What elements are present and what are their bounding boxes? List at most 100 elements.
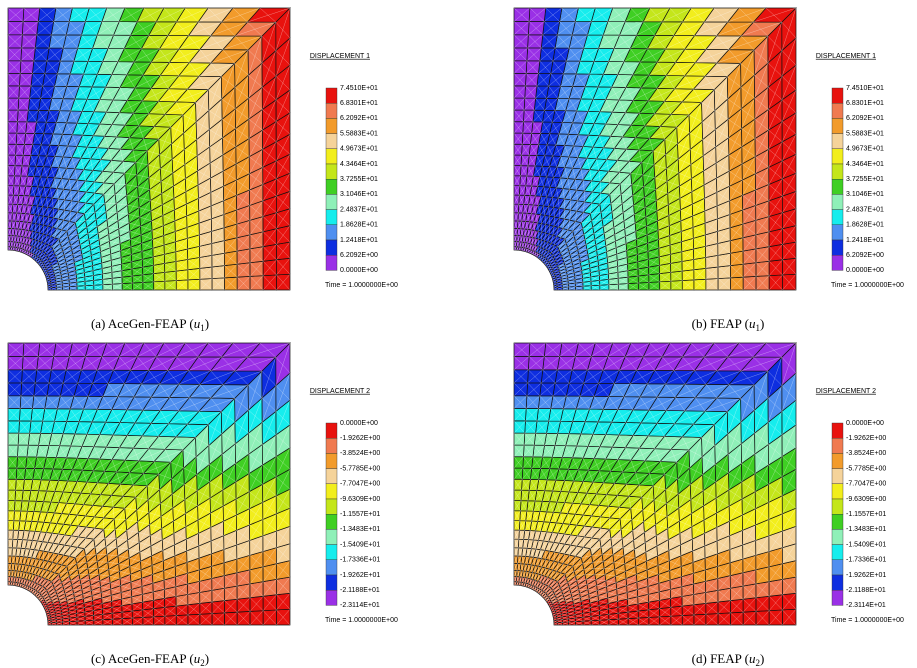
legend-label: 1.8628E+01 xyxy=(846,222,884,229)
legend-label: -1.9262E+00 xyxy=(846,435,886,442)
legend-label: 6.8301E+01 xyxy=(846,100,884,107)
legend-label: -1.9262E+01 xyxy=(846,572,886,579)
legend-label: -5.7785E+00 xyxy=(340,465,380,472)
legend-label: 6.2092E+00 xyxy=(340,252,378,259)
legend-swatch xyxy=(325,178,338,195)
legend-swatch xyxy=(325,438,338,454)
legend-swatch xyxy=(325,498,338,515)
legend-swatch xyxy=(831,453,844,469)
legend-swatch xyxy=(831,118,844,134)
legend-label: 4.9673E+01 xyxy=(846,146,884,153)
legend-label: 6.2092E+00 xyxy=(846,252,884,259)
legend-swatch xyxy=(325,87,338,104)
legend-label: 7.4510E+01 xyxy=(846,85,884,92)
legend-swatch xyxy=(831,87,844,104)
legend-swatch xyxy=(831,468,844,485)
legend-swatch xyxy=(831,209,844,226)
legend-swatch xyxy=(325,209,338,226)
caption-part: 1 xyxy=(200,323,205,333)
legend-swatch xyxy=(325,483,338,500)
legend-swatch xyxy=(325,544,338,560)
caption-part: u xyxy=(194,316,201,331)
legend-label: -7.7047E+00 xyxy=(340,481,380,488)
legend-swatch xyxy=(831,544,844,560)
legend-label: 2.4837E+01 xyxy=(340,206,378,213)
legend-swatch xyxy=(325,239,338,256)
mesh xyxy=(513,342,797,626)
mesh xyxy=(513,7,797,291)
legend-swatch xyxy=(325,118,338,134)
legend-label: -1.1557E+01 xyxy=(340,511,380,518)
legend-label: 6.8301E+01 xyxy=(340,100,378,107)
legend-label: -1.3483E+01 xyxy=(340,526,380,533)
caption-part: ) xyxy=(205,316,209,331)
legend-label: 5.5883E+01 xyxy=(846,130,884,137)
legend-swatch xyxy=(325,148,338,165)
time-label: Time = 1.0000000E+00 xyxy=(325,617,398,624)
mesh xyxy=(7,7,291,291)
legend-label: -9.6309E+00 xyxy=(340,496,380,503)
legend-swatch xyxy=(325,422,338,439)
legend-swatch xyxy=(325,224,338,241)
legend-label: -1.1557E+01 xyxy=(846,511,886,518)
legend-label: 3.1046E+01 xyxy=(846,191,884,198)
legend-swatch xyxy=(831,483,844,500)
legend-swatch xyxy=(325,102,338,119)
legend-title: DISPLACEMENT 2 xyxy=(816,388,876,395)
legend-label: 7.4510E+01 xyxy=(340,85,378,92)
legend-label: -3.8524E+00 xyxy=(846,450,886,457)
legend-swatch xyxy=(831,498,844,515)
caption: (a) AceGen-FEAP (u1) xyxy=(91,316,209,333)
legend-swatch xyxy=(831,559,844,576)
panel: DISPLACEMENT 2 0.0000E+00 -1.9262E+00 -3.85… xyxy=(7,342,398,668)
legend-label: -1.5409E+01 xyxy=(846,541,886,548)
panel: DISPLACEMENT 1 7.4510E+01 6.8301E+01 6.2092… xyxy=(7,7,398,333)
legend-swatch xyxy=(831,224,844,241)
legend-swatch xyxy=(831,148,844,165)
legend-label: -9.6309E+00 xyxy=(846,496,886,503)
legend-label: 6.2092E+01 xyxy=(846,115,884,122)
legend-label: 3.7255E+01 xyxy=(340,176,378,183)
legend-title: DISPLACEMENT 2 xyxy=(310,388,370,395)
legend-label: 3.1046E+01 xyxy=(340,191,378,198)
legend-label: -7.7047E+00 xyxy=(846,481,886,488)
legend-swatch xyxy=(325,514,338,530)
legend-label: 4.3464E+01 xyxy=(340,161,378,168)
legend-label: -1.3483E+01 xyxy=(846,526,886,533)
caption: (c) AceGen-FEAP (u2) xyxy=(91,651,209,668)
legend-label: 0.0000E+00 xyxy=(340,267,378,274)
caption-part: (c) AceGen-FEAP ( xyxy=(91,651,194,666)
legend-label: -1.9262E+00 xyxy=(340,435,380,442)
legend-label: 2.4837E+01 xyxy=(846,206,884,213)
legend-swatch xyxy=(831,254,844,271)
time-label: Time = 1.0000000E+00 xyxy=(831,282,904,289)
legend-swatch xyxy=(325,468,338,485)
legend-swatch xyxy=(831,529,844,545)
legend-label: 4.3464E+01 xyxy=(846,161,884,168)
legend-label: 0.0000E+00 xyxy=(340,420,378,427)
legend-swatch xyxy=(325,133,338,150)
panel: DISPLACEMENT 2 0.0000E+00 -1.9262E+00 -3.85… xyxy=(513,342,904,668)
legend-swatch xyxy=(831,163,844,180)
legend-label: -2.3114E+01 xyxy=(340,602,380,609)
legend-label: 1.2418E+01 xyxy=(846,237,884,244)
legend-swatch xyxy=(831,133,844,150)
legend-label: -3.8524E+00 xyxy=(340,450,380,457)
legend-title: DISPLACEMENT 1 xyxy=(816,53,876,60)
legend-swatch xyxy=(325,254,338,271)
element xyxy=(7,7,25,22)
legend-label: -2.3114E+01 xyxy=(846,602,886,609)
element-diagonals xyxy=(7,7,291,291)
legend-swatch xyxy=(831,438,844,454)
legend-swatch xyxy=(831,590,844,606)
legend-label: -1.5409E+01 xyxy=(340,541,380,548)
mesh xyxy=(7,342,291,626)
legend-swatch xyxy=(831,574,844,591)
legend-label: -1.7336E+01 xyxy=(340,557,380,564)
legend-swatch xyxy=(831,178,844,195)
legend-label: -1.9262E+01 xyxy=(340,572,380,579)
legend-label: 5.5883E+01 xyxy=(340,130,378,137)
legend-label: -2.1188E+01 xyxy=(846,587,886,594)
legend-swatch xyxy=(325,590,338,606)
